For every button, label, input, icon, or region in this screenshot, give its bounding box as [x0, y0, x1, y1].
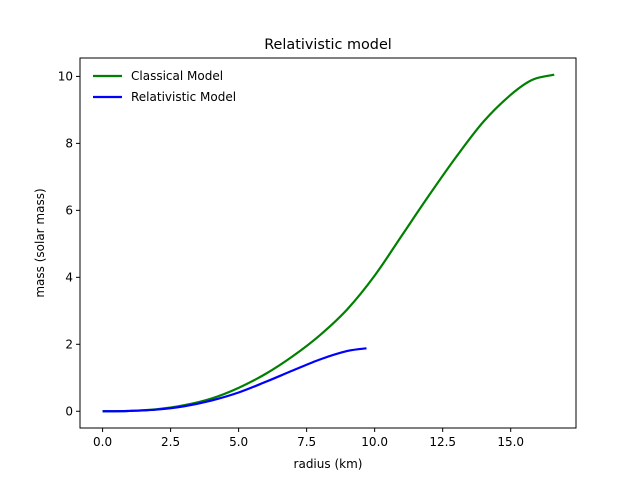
y-tick-label: 8 [65, 136, 73, 150]
x-axis-ticks: 0.0 2.5 5.0 7.5 10.0 12.5 15.0 [93, 428, 524, 449]
y-axis-label: mass (solar mass) [33, 188, 47, 297]
x-tick-label: 5.0 [229, 435, 248, 449]
x-tick-label: 10.0 [361, 435, 388, 449]
y-tick-label: 0 [65, 404, 73, 418]
x-tick-label: 2.5 [161, 435, 180, 449]
legend: Classical Model Relativistic Model [93, 69, 236, 104]
x-tick-label: 0.0 [93, 435, 112, 449]
legend-label-0: Classical Model [131, 69, 223, 83]
x-tick-label: 7.5 [297, 435, 316, 449]
y-axis-ticks: 0 2 4 6 8 10 [58, 69, 80, 418]
y-tick-label: 10 [58, 69, 73, 83]
y-tick-label: 6 [65, 203, 73, 217]
y-tick-label: 2 [65, 337, 73, 351]
x-axis-label: radius (km) [294, 457, 363, 471]
plot-lines [102, 73, 555, 413]
y-tick-label: 4 [65, 270, 73, 284]
x-tick-label: 15.0 [497, 435, 524, 449]
plot-frame [79, 57, 577, 429]
x-tick-label: 12.5 [429, 435, 456, 449]
legend-label-1: Relativistic Model [131, 90, 236, 104]
chart-title: Relativistic model [264, 37, 392, 53]
series-line-1 [102, 347, 367, 413]
